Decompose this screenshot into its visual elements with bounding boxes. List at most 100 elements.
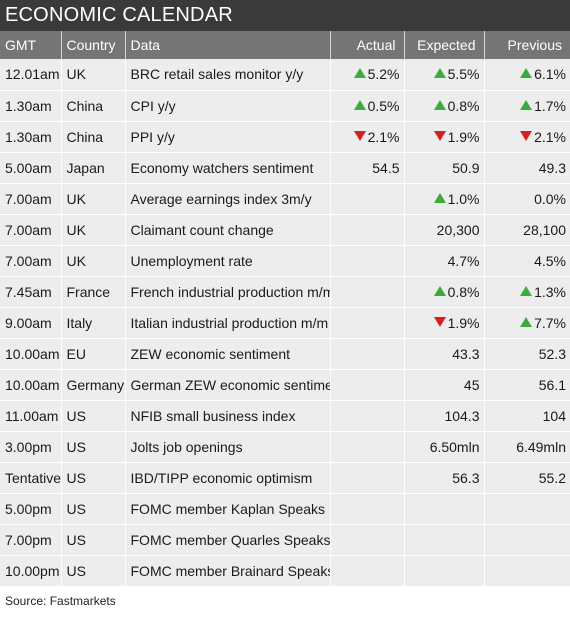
cell-data: FOMC member Brainard Speaks	[125, 555, 331, 587]
cell-gmt: 10.00am	[0, 369, 62, 401]
cell-value: 10.00am	[5, 376, 60, 393]
cell-previous: 49.3	[484, 152, 570, 184]
table-row: Tentative US IBD/TIPP economic optimism 56…	[0, 462, 570, 494]
cell-value: 104.3	[444, 407, 480, 424]
header-row: GMT Country Data Actual Expected Previou…	[0, 31, 570, 59]
down-arrow-icon	[520, 130, 533, 141]
cell-value: Average earnings index 3m/y	[130, 190, 312, 207]
cell-value: China	[66, 128, 104, 145]
cell-value: Germany	[66, 376, 125, 393]
cell-expected: 4.7%	[404, 245, 485, 277]
cell-actual	[330, 183, 405, 215]
cell-previous: 6.49mln	[484, 431, 570, 463]
cell-data: FOMC member Kaplan Speaks	[125, 493, 331, 525]
cell-expected: 45	[404, 369, 485, 401]
down-arrow-icon	[353, 130, 366, 141]
cell-data: Average earnings index 3m/y	[125, 183, 331, 215]
cell-value: China	[66, 97, 104, 114]
cell-previous	[484, 493, 570, 525]
table-row: 7.45am France French industrial production…	[0, 276, 570, 308]
cell-value: US	[66, 469, 86, 486]
up-arrow-icon	[433, 68, 446, 79]
cell-value: 7.45am	[5, 283, 52, 300]
cell-value: 1.7%	[534, 97, 566, 114]
cell-previous: 6.1%	[484, 59, 570, 91]
cell-value: UK	[66, 66, 86, 83]
cell-value: German ZEW economic sentiment	[130, 376, 330, 393]
cell-value: 7.00am	[5, 221, 52, 238]
down-arrow-icon	[433, 316, 446, 327]
cell-value: 45	[463, 376, 480, 393]
cell-expected: 0.8%	[404, 276, 485, 308]
cell-value: 1.9%	[447, 314, 480, 331]
cell-data: Claimant count change	[125, 214, 331, 246]
up-arrow-icon	[520, 68, 533, 79]
cell-previous: 7.7%	[484, 307, 570, 339]
header-expected: Expected	[404, 31, 485, 59]
cell-value: Jolts job openings	[130, 438, 243, 455]
cell-data: Jolts job openings	[125, 431, 331, 463]
cell-value: Economy watchers sentiment	[130, 159, 314, 176]
cell-gmt: 1.30am	[0, 90, 62, 122]
cell-data: IBD/TIPP economic optimism	[125, 462, 331, 494]
cell-expected	[404, 524, 485, 556]
cell-value: UK	[66, 190, 86, 207]
cell-previous: 28,100	[484, 214, 570, 246]
cell-actual: 54.5	[330, 152, 405, 184]
cell-country: Japan	[61, 152, 126, 184]
cell-actual	[330, 214, 405, 246]
cell-value: French industrial production m/m	[130, 283, 330, 300]
cell-value: 6.50mln	[429, 438, 480, 455]
cell-expected: 104.3	[404, 400, 485, 432]
cell-data: Economy watchers sentiment	[125, 152, 331, 184]
cell-value: 6.49mln	[516, 438, 566, 455]
cell-value: BRC retail sales monitor y/y	[130, 66, 304, 83]
table-body: 12.01am UK BRC retail sales monitor y/y 5.2…	[0, 59, 570, 587]
cell-expected: 1.9%	[404, 121, 485, 153]
cell-country: US	[61, 431, 126, 463]
cell-value: Unemployment rate	[130, 252, 253, 269]
table-row: 12.01am UK BRC retail sales monitor y/y 5.2…	[0, 59, 570, 91]
cell-value: Japan	[66, 159, 105, 176]
cell-actual: 5.2%	[330, 59, 405, 91]
cell-value: 5.2%	[367, 66, 400, 83]
cell-value: 54.5	[372, 159, 400, 176]
cell-actual	[330, 493, 405, 525]
cell-value: 12.01am	[5, 66, 60, 83]
calendar-table: GMT Country Data Actual Expected Previou…	[0, 31, 570, 587]
cell-gmt: 12.01am	[0, 59, 62, 91]
cell-actual	[330, 245, 405, 277]
cell-expected: 56.3	[404, 462, 485, 494]
table-row: 3.00pm US Jolts job openings 6.50mln 6.49mln	[0, 431, 570, 463]
cell-country: Italy	[61, 307, 126, 339]
cell-actual	[330, 431, 405, 463]
cell-value: 56.1	[538, 376, 566, 393]
down-arrow-icon	[433, 130, 446, 141]
cell-value: 10.00pm	[5, 562, 60, 579]
cell-value: 5.00pm	[5, 500, 52, 517]
cell-country: US	[61, 555, 126, 587]
cell-value: 56.3	[452, 469, 480, 486]
cell-value: 6.1%	[534, 66, 566, 83]
cell-country: UK	[61, 183, 126, 215]
cell-value: UK	[66, 221, 86, 238]
table-row: 7.00am UK Average earnings index 3m/y 1.0%…	[0, 183, 570, 215]
cell-gmt: 7.45am	[0, 276, 62, 308]
cell-value: 20,300	[436, 221, 480, 238]
cell-value: US	[66, 407, 86, 424]
cell-value: 0.0%	[534, 190, 566, 207]
table-row: 7.00pm US FOMC member Quarles Speaks	[0, 524, 570, 556]
cell-data: German ZEW economic sentiment	[125, 369, 331, 401]
cell-value: 1.0%	[447, 190, 480, 207]
cell-value: 4.7%	[447, 252, 480, 269]
cell-gmt: 7.00pm	[0, 524, 62, 556]
header-country: Country	[61, 31, 126, 59]
cell-value: US	[66, 531, 86, 548]
cell-value: 50.9	[452, 159, 480, 176]
cell-expected: 43.3	[404, 338, 485, 370]
cell-data: CPI y/y	[125, 90, 331, 122]
cell-country: France	[61, 276, 126, 308]
cell-value: 7.7%	[534, 314, 566, 331]
cell-country: China	[61, 121, 126, 153]
cell-country: US	[61, 493, 126, 525]
